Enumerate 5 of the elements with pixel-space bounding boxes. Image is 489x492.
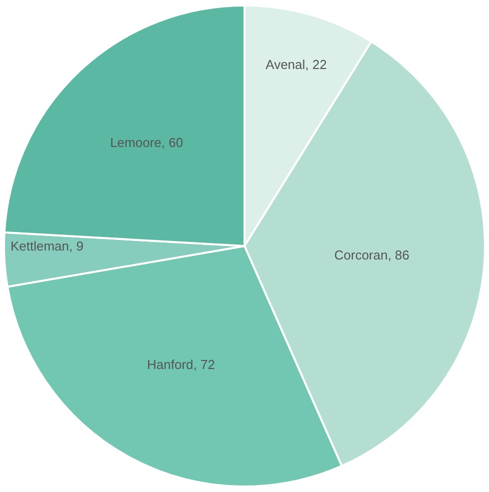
slice-label: Kettleman, 9 (10, 238, 84, 254)
slice-label: Hanford, 72 (147, 357, 215, 372)
slice-label: Corcoran, 86 (334, 247, 410, 262)
slice-label: Avenal, 22 (266, 56, 327, 72)
slice-label: Lemoore, 60 (110, 134, 184, 150)
